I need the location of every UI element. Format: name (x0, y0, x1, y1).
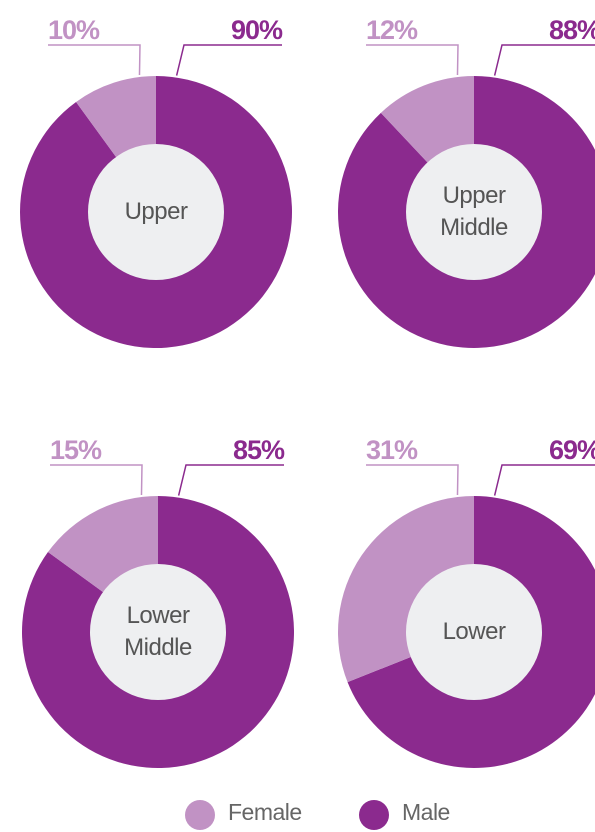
donut-center (406, 144, 542, 280)
legend-swatch (185, 800, 215, 830)
legend-swatch (359, 800, 389, 830)
value-label: 85% (233, 435, 285, 465)
value-label: 10% (48, 15, 100, 45)
value-label: 88% (549, 15, 595, 45)
donut-slice (19, 76, 292, 348)
leader-line (48, 44, 141, 76)
donut-slice (347, 496, 595, 768)
leader-line (50, 464, 143, 496)
value-label: 69% (549, 435, 595, 465)
donut-center (406, 564, 542, 700)
leader-line (175, 44, 282, 76)
leader-line (493, 44, 595, 76)
donut-slice (338, 76, 595, 348)
leader-line (493, 464, 595, 496)
donut-center (88, 144, 224, 280)
donut-label: Lower Middle (124, 602, 192, 661)
donut-label: Lower (442, 618, 506, 645)
value-label: 12% (366, 15, 418, 45)
legend-label: Male (402, 799, 450, 825)
leader-line (366, 44, 459, 76)
donut-slice (22, 496, 295, 768)
value-label: 15% (50, 435, 102, 465)
donut-slice (76, 76, 156, 158)
donut-slice (47, 496, 158, 593)
value-label: 90% (231, 15, 283, 45)
donut-slice (380, 76, 474, 164)
legend-label: Female (228, 799, 302, 825)
donut-center (90, 564, 226, 700)
leader-line (366, 464, 459, 496)
donut-label: Upper (124, 198, 188, 225)
donut-label: Upper Middle (440, 182, 508, 241)
value-label: 31% (366, 435, 418, 465)
leader-line (177, 464, 284, 496)
donut-slice (337, 496, 474, 683)
